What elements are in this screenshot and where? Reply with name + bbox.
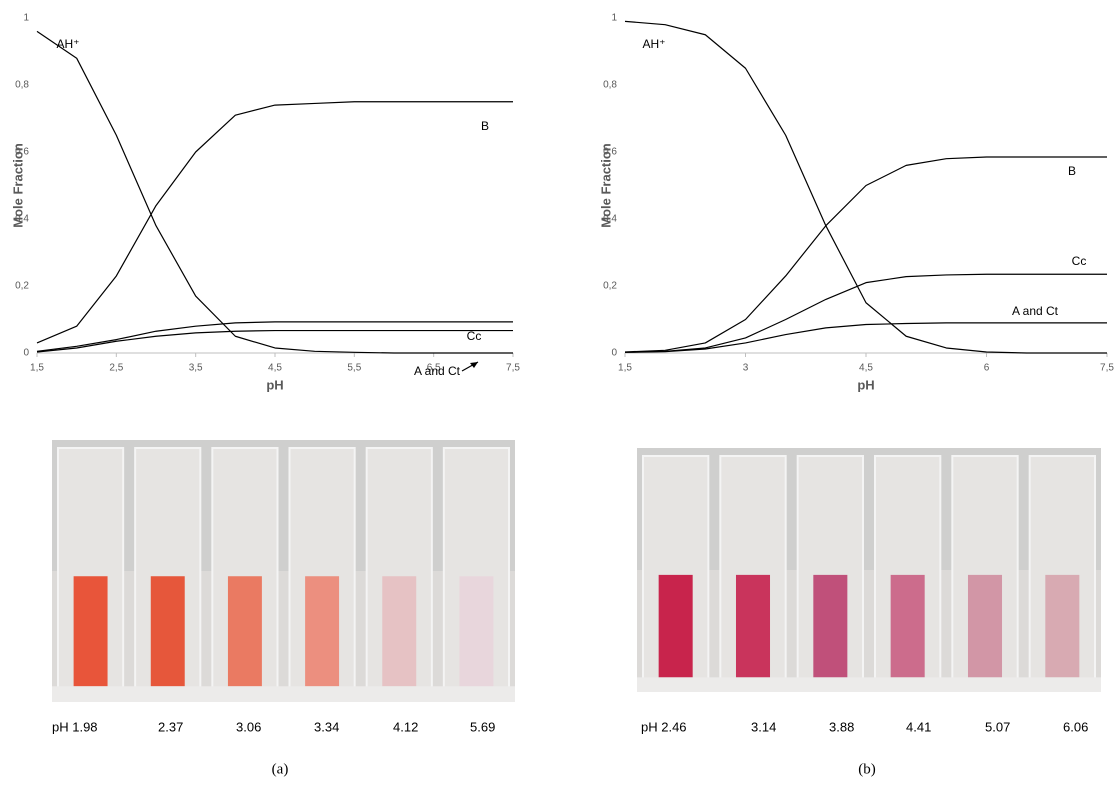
photo-top [637, 448, 1101, 570]
x-tick-label: 1,5 [618, 363, 632, 374]
series-line [36, 30, 513, 354]
y-tick-label: 0,6 [15, 147, 29, 158]
cuvette-liquid [890, 574, 925, 678]
ph-label: pH 1.98 [52, 719, 98, 734]
ph-label: 3.06 [236, 719, 261, 734]
ph-label: 5.69 [470, 719, 495, 734]
x-axis-title: pH [266, 377, 283, 392]
y-tick-label: 0,2 [603, 281, 617, 292]
y-tick-label: 1 [23, 13, 29, 24]
cuvette-liquid [735, 574, 771, 678]
series-label: AH⁺ [642, 37, 665, 51]
series-line [36, 329, 513, 353]
ph-label: 3.88 [829, 719, 854, 734]
arrow-head [470, 362, 478, 368]
series-label: AH⁺ [56, 37, 79, 51]
ph-label: 4.41 [906, 719, 931, 734]
x-tick-label: 6,5 [427, 363, 441, 374]
series-line [624, 20, 1107, 354]
cuvette-liquid [227, 576, 262, 687]
y-tick-label: 0,8 [15, 80, 29, 91]
x-tick-label: 3 [743, 363, 749, 374]
photo-top [52, 440, 515, 571]
caption: (b) [858, 761, 876, 777]
y-tick-label: 0,4 [15, 214, 29, 225]
x-tick-label: 3,5 [189, 363, 203, 374]
y-axis-title: Mole Fraction [10, 143, 25, 228]
series-label: B [481, 119, 489, 133]
x-tick-label: 4,5 [268, 363, 282, 374]
x-tick-label: 7,5 [1100, 363, 1114, 374]
cuvette-liquid [459, 576, 494, 687]
series-label: B [1068, 164, 1076, 178]
x-tick-label: 5,5 [347, 363, 361, 374]
ph-label: 3.34 [314, 719, 339, 734]
y-axis-title: Mole Fraction [598, 143, 613, 228]
ph-label: 3.14 [751, 719, 776, 734]
cuvette-liquid [813, 574, 848, 678]
x-tick-label: 4,5 [859, 363, 873, 374]
x-tick-label: 1,5 [30, 363, 44, 374]
x-axis-title: pH [857, 377, 874, 392]
x-tick-label: 2,5 [109, 363, 123, 374]
ph-label: 5.07 [985, 719, 1010, 734]
caption: (a) [272, 761, 289, 777]
y-tick-label: 1 [611, 13, 617, 24]
series-label: Cc [467, 329, 482, 343]
ph-label: 2.37 [158, 719, 183, 734]
ph-label: 6.06 [1063, 719, 1088, 734]
photo-bottom [52, 686, 515, 702]
series-line [624, 156, 1107, 353]
photo-bottom [637, 677, 1101, 692]
cuvette-liquid [967, 574, 1003, 678]
series-label: A and Ct [414, 364, 461, 378]
y-tick-label: 0,2 [15, 281, 29, 292]
y-tick-label: 0 [611, 348, 617, 359]
series-line [624, 322, 1107, 353]
cuvette-liquid [73, 576, 108, 687]
cuvette-liquid [305, 576, 340, 687]
ph-label: 4.12 [393, 719, 418, 734]
ph-label: pH 2.46 [641, 719, 687, 734]
series-line [624, 273, 1107, 353]
y-tick-label: 0,4 [603, 214, 617, 225]
series-label: Cc [1072, 254, 1087, 268]
y-tick-label: 0 [23, 348, 29, 359]
cuvette-liquid [150, 576, 185, 687]
cuvette-liquid [1045, 574, 1080, 678]
x-tick-label: 7,5 [506, 363, 520, 374]
cuvette-liquid [382, 576, 417, 687]
y-tick-label: 0,8 [603, 80, 617, 91]
x-tick-label: 6 [984, 363, 990, 374]
y-tick-label: 0,6 [603, 147, 617, 158]
series-line [36, 101, 513, 344]
cuvette-liquid [658, 574, 693, 678]
series-label: A and Ct [1012, 304, 1059, 318]
series-line [36, 321, 513, 352]
